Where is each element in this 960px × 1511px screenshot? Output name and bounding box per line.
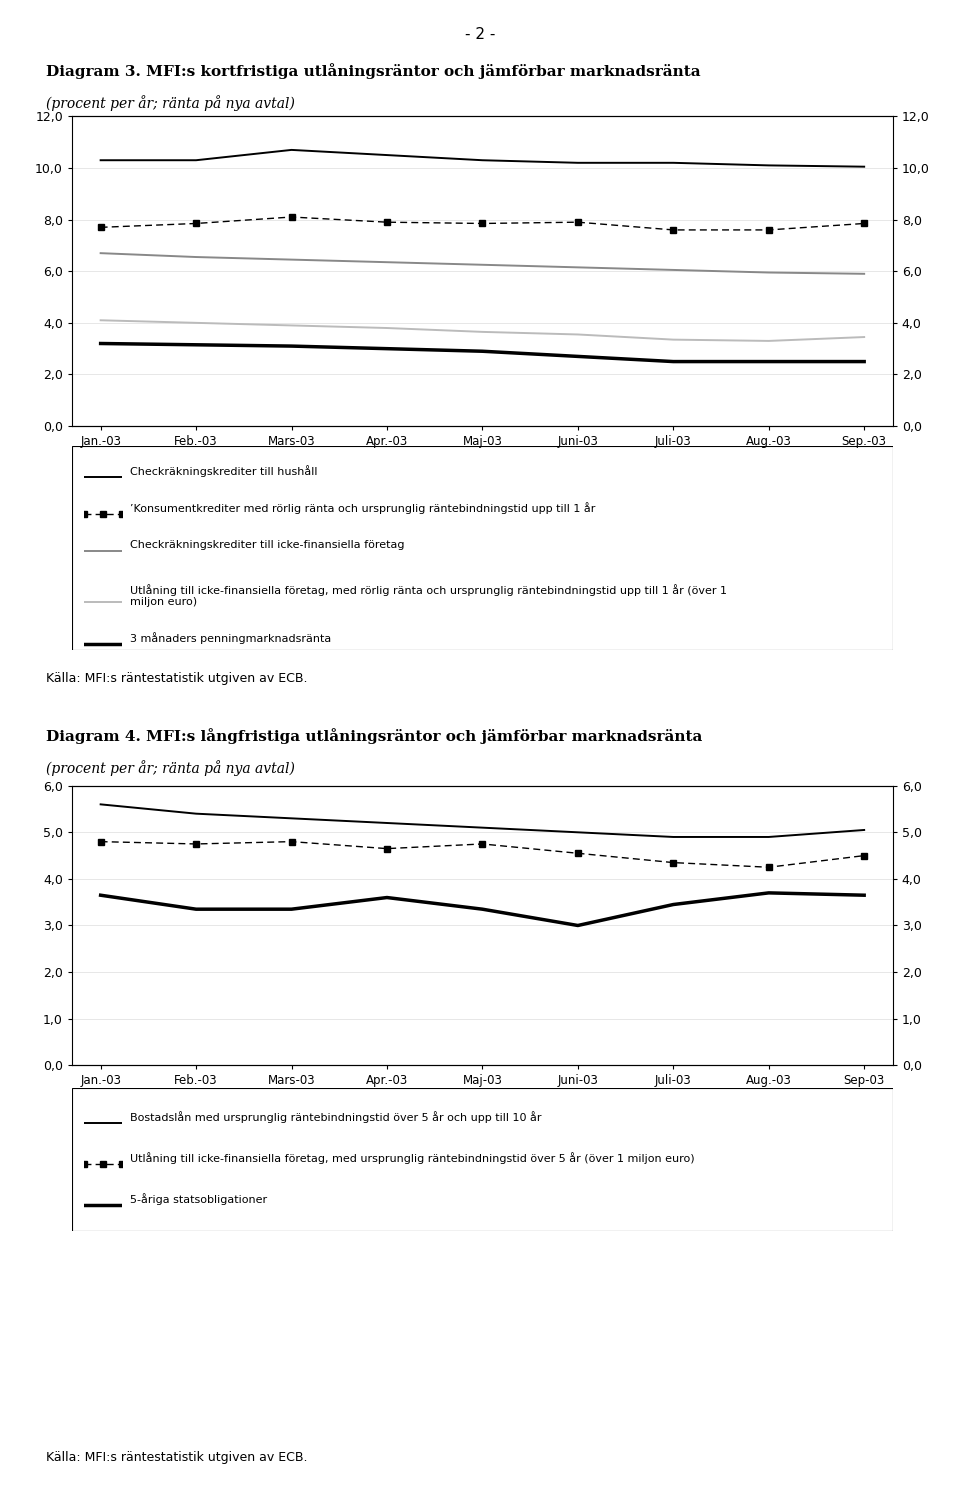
Text: Checkräkningskrediter till hushåll: Checkräkningskrediter till hushåll <box>130 465 317 477</box>
Text: Diagram 3. MFI:s kortfristiga utlåningsräntor och jämförbar marknadsränta: Diagram 3. MFI:s kortfristiga utlåningsr… <box>46 63 701 80</box>
Text: Källa: MFI:s räntestatistik utgiven av ECB.: Källa: MFI:s räntestatistik utgiven av E… <box>46 1451 307 1464</box>
Text: (procent per år; ränta på nya avtal): (procent per år; ränta på nya avtal) <box>46 95 295 112</box>
Text: - 2 -: - 2 - <box>465 27 495 42</box>
Text: 3 månaders penningmarknadsränta: 3 månaders penningmarknadsränta <box>130 632 331 644</box>
Text: 5-åriga statsobligationer: 5-åriga statsobligationer <box>130 1192 267 1204</box>
Text: (procent per år; ränta på nya avtal): (procent per år; ränta på nya avtal) <box>46 760 295 777</box>
Text: Diagram 4. MFI:s långfristiga utlåningsräntor och jämförbar marknadsränta: Diagram 4. MFI:s långfristiga utlåningsr… <box>46 728 703 745</box>
Text: Checkräkningskrediter till icke-finansiella företag: Checkräkningskrediter till icke-finansie… <box>130 541 404 550</box>
Text: Utlåning till icke-finansiella företag, med ursprunglig räntebindningstid över 5: Utlåning till icke-finansiella företag, … <box>130 1151 694 1163</box>
Text: ’Konsumentkrediter med rörlig ränta och ursprunglig räntebindningstid upp till 1: ’Konsumentkrediter med rörlig ränta och … <box>130 502 595 514</box>
Text: Utlåning till icke-finansiella företag, med rörlig ränta och ursprunglig räntebi: Utlåning till icke-finansiella företag, … <box>130 583 727 607</box>
Text: Bostadslån med ursprunglig räntebindningstid över 5 år och upp till 10 år: Bostadslån med ursprunglig räntebindning… <box>130 1111 541 1123</box>
Text: Källa: MFI:s räntestatistik utgiven av ECB.: Källa: MFI:s räntestatistik utgiven av E… <box>46 672 307 686</box>
